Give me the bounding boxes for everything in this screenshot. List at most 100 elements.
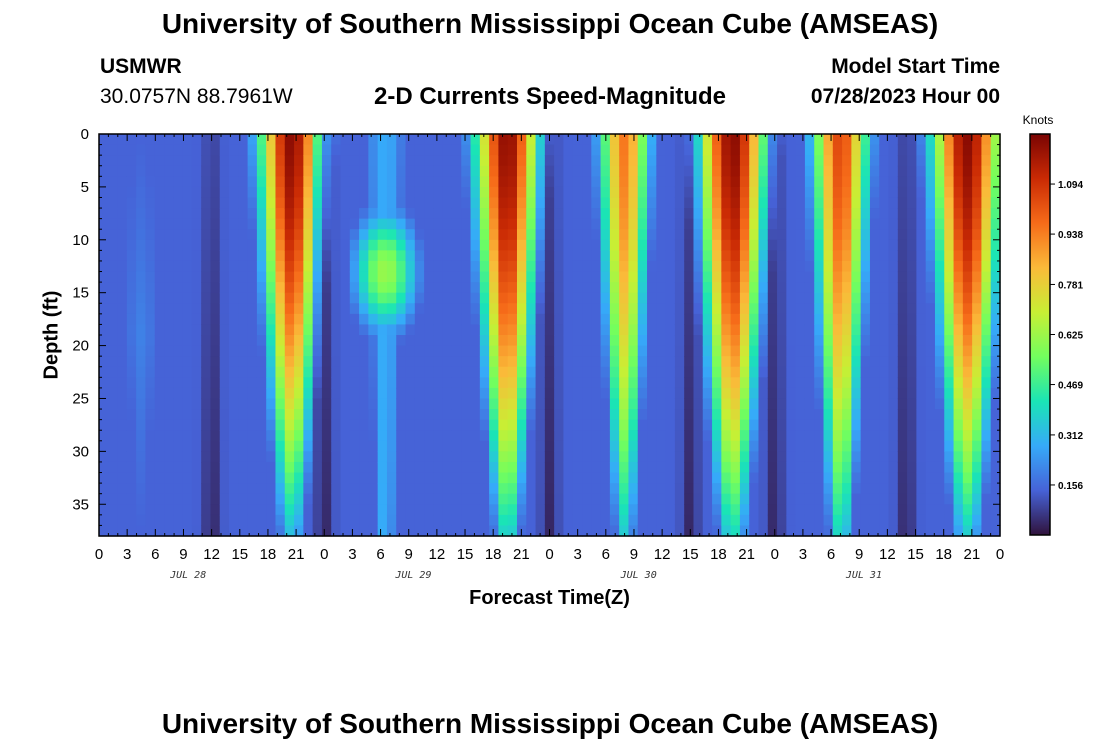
heatmap-cell xyxy=(600,440,611,452)
heatmap-cell xyxy=(368,324,379,336)
heatmap-cell xyxy=(897,282,908,294)
heatmap-cell xyxy=(916,366,927,378)
heatmap-cell xyxy=(665,366,676,378)
heatmap-cell xyxy=(674,292,685,304)
heatmap-cell xyxy=(294,271,304,283)
heatmap-cell xyxy=(405,165,416,177)
y-tick-label: 15 xyxy=(72,285,89,302)
heatmap-cell xyxy=(451,430,462,442)
heatmap-cell xyxy=(396,155,407,167)
heatmap-cell xyxy=(303,335,314,347)
heatmap-cell xyxy=(340,324,351,336)
heatmap-cell xyxy=(953,335,964,347)
heatmap-cell xyxy=(609,282,620,294)
heatmap-cell xyxy=(554,335,565,347)
heatmap-cell xyxy=(210,144,221,156)
heatmap-cell xyxy=(489,504,500,516)
heatmap-cell xyxy=(851,483,862,495)
heatmap-cell xyxy=(869,282,880,294)
heatmap-cell xyxy=(136,324,147,336)
heatmap-cell xyxy=(832,504,843,516)
heatmap-cell xyxy=(117,335,128,347)
heatmap-cell xyxy=(804,250,815,262)
heatmap-cell xyxy=(340,282,351,294)
heatmap-cell xyxy=(897,197,908,209)
heatmap-cell xyxy=(851,419,862,431)
heatmap-cell xyxy=(266,313,277,326)
heatmap-cell xyxy=(386,366,397,378)
heatmap-cell xyxy=(777,218,787,230)
heatmap-cell xyxy=(433,260,444,273)
heatmap-cell xyxy=(814,387,825,400)
heatmap-cell xyxy=(925,377,936,389)
heatmap-cell xyxy=(386,197,397,209)
heatmap-cell xyxy=(609,525,620,537)
heatmap-cell xyxy=(758,440,769,452)
heatmap-cell xyxy=(331,409,342,421)
heatmap-cell xyxy=(164,335,174,347)
heatmap-cell xyxy=(173,176,184,188)
heatmap-cell xyxy=(535,472,546,484)
heatmap-cell xyxy=(312,472,323,484)
heatmap-cell xyxy=(572,356,583,368)
heatmap-cell xyxy=(953,440,964,452)
heatmap-cell xyxy=(526,186,537,199)
heatmap-cell xyxy=(201,387,212,400)
heatmap-cell xyxy=(526,525,537,537)
heatmap-cell xyxy=(479,440,490,452)
heatmap-cell xyxy=(489,461,500,474)
heatmap-cell xyxy=(637,239,648,251)
heatmap-cell xyxy=(684,419,695,431)
heatmap-cell xyxy=(962,419,973,431)
heatmap-cell xyxy=(702,186,713,199)
heatmap-cell xyxy=(359,409,369,421)
heatmap-cell xyxy=(582,387,592,400)
heatmap-cell xyxy=(424,514,434,527)
heatmap-cell xyxy=(99,430,109,442)
heatmap-cell xyxy=(582,324,592,336)
heatmap-cell xyxy=(424,218,434,230)
colorbar-gradient xyxy=(1029,133,1051,536)
heatmap-cell xyxy=(321,197,332,209)
heatmap-cell xyxy=(591,398,602,410)
heatmap-cell xyxy=(442,472,453,484)
heatmap-cell xyxy=(201,144,212,156)
heatmap-cell xyxy=(981,377,992,389)
heatmap-cell xyxy=(823,134,834,146)
heatmap-cell xyxy=(99,324,109,336)
heatmap-cell xyxy=(600,387,611,400)
heatmap-cell xyxy=(554,165,565,177)
heatmap-cell xyxy=(154,250,165,262)
heatmap-cell xyxy=(126,335,137,347)
heatmap-cell xyxy=(256,155,267,167)
heatmap-cell xyxy=(842,282,852,294)
heatmap-cell xyxy=(173,493,184,505)
heatmap-cell xyxy=(182,366,193,378)
heatmap-cell xyxy=(266,208,277,220)
heatmap-cell xyxy=(767,430,778,442)
heatmap-cell xyxy=(442,387,453,400)
heatmap-cell xyxy=(136,155,147,167)
heatmap-cell xyxy=(647,260,657,273)
heatmap-cell xyxy=(795,282,806,294)
heatmap-cell xyxy=(368,493,379,505)
heatmap-cell xyxy=(544,260,555,273)
heatmap-cell xyxy=(563,208,574,220)
heatmap-cell xyxy=(219,493,230,505)
heatmap-cell xyxy=(340,430,351,442)
heatmap-cell xyxy=(869,218,880,230)
heatmap-cell xyxy=(489,335,500,347)
heatmap-cell xyxy=(888,282,899,294)
heatmap-cell xyxy=(284,356,295,368)
heatmap-cell xyxy=(470,430,481,442)
heatmap-cell xyxy=(201,197,212,209)
heatmap-cell xyxy=(201,292,212,304)
heatmap-cell xyxy=(201,440,212,452)
heatmap-cell xyxy=(173,186,184,199)
heatmap-cell xyxy=(990,345,1001,357)
heatmap-cell xyxy=(637,483,648,495)
heatmap-cell xyxy=(962,345,973,357)
heatmap-cell xyxy=(786,345,797,357)
heatmap-cell xyxy=(164,303,174,315)
heatmap-cell xyxy=(99,155,109,167)
